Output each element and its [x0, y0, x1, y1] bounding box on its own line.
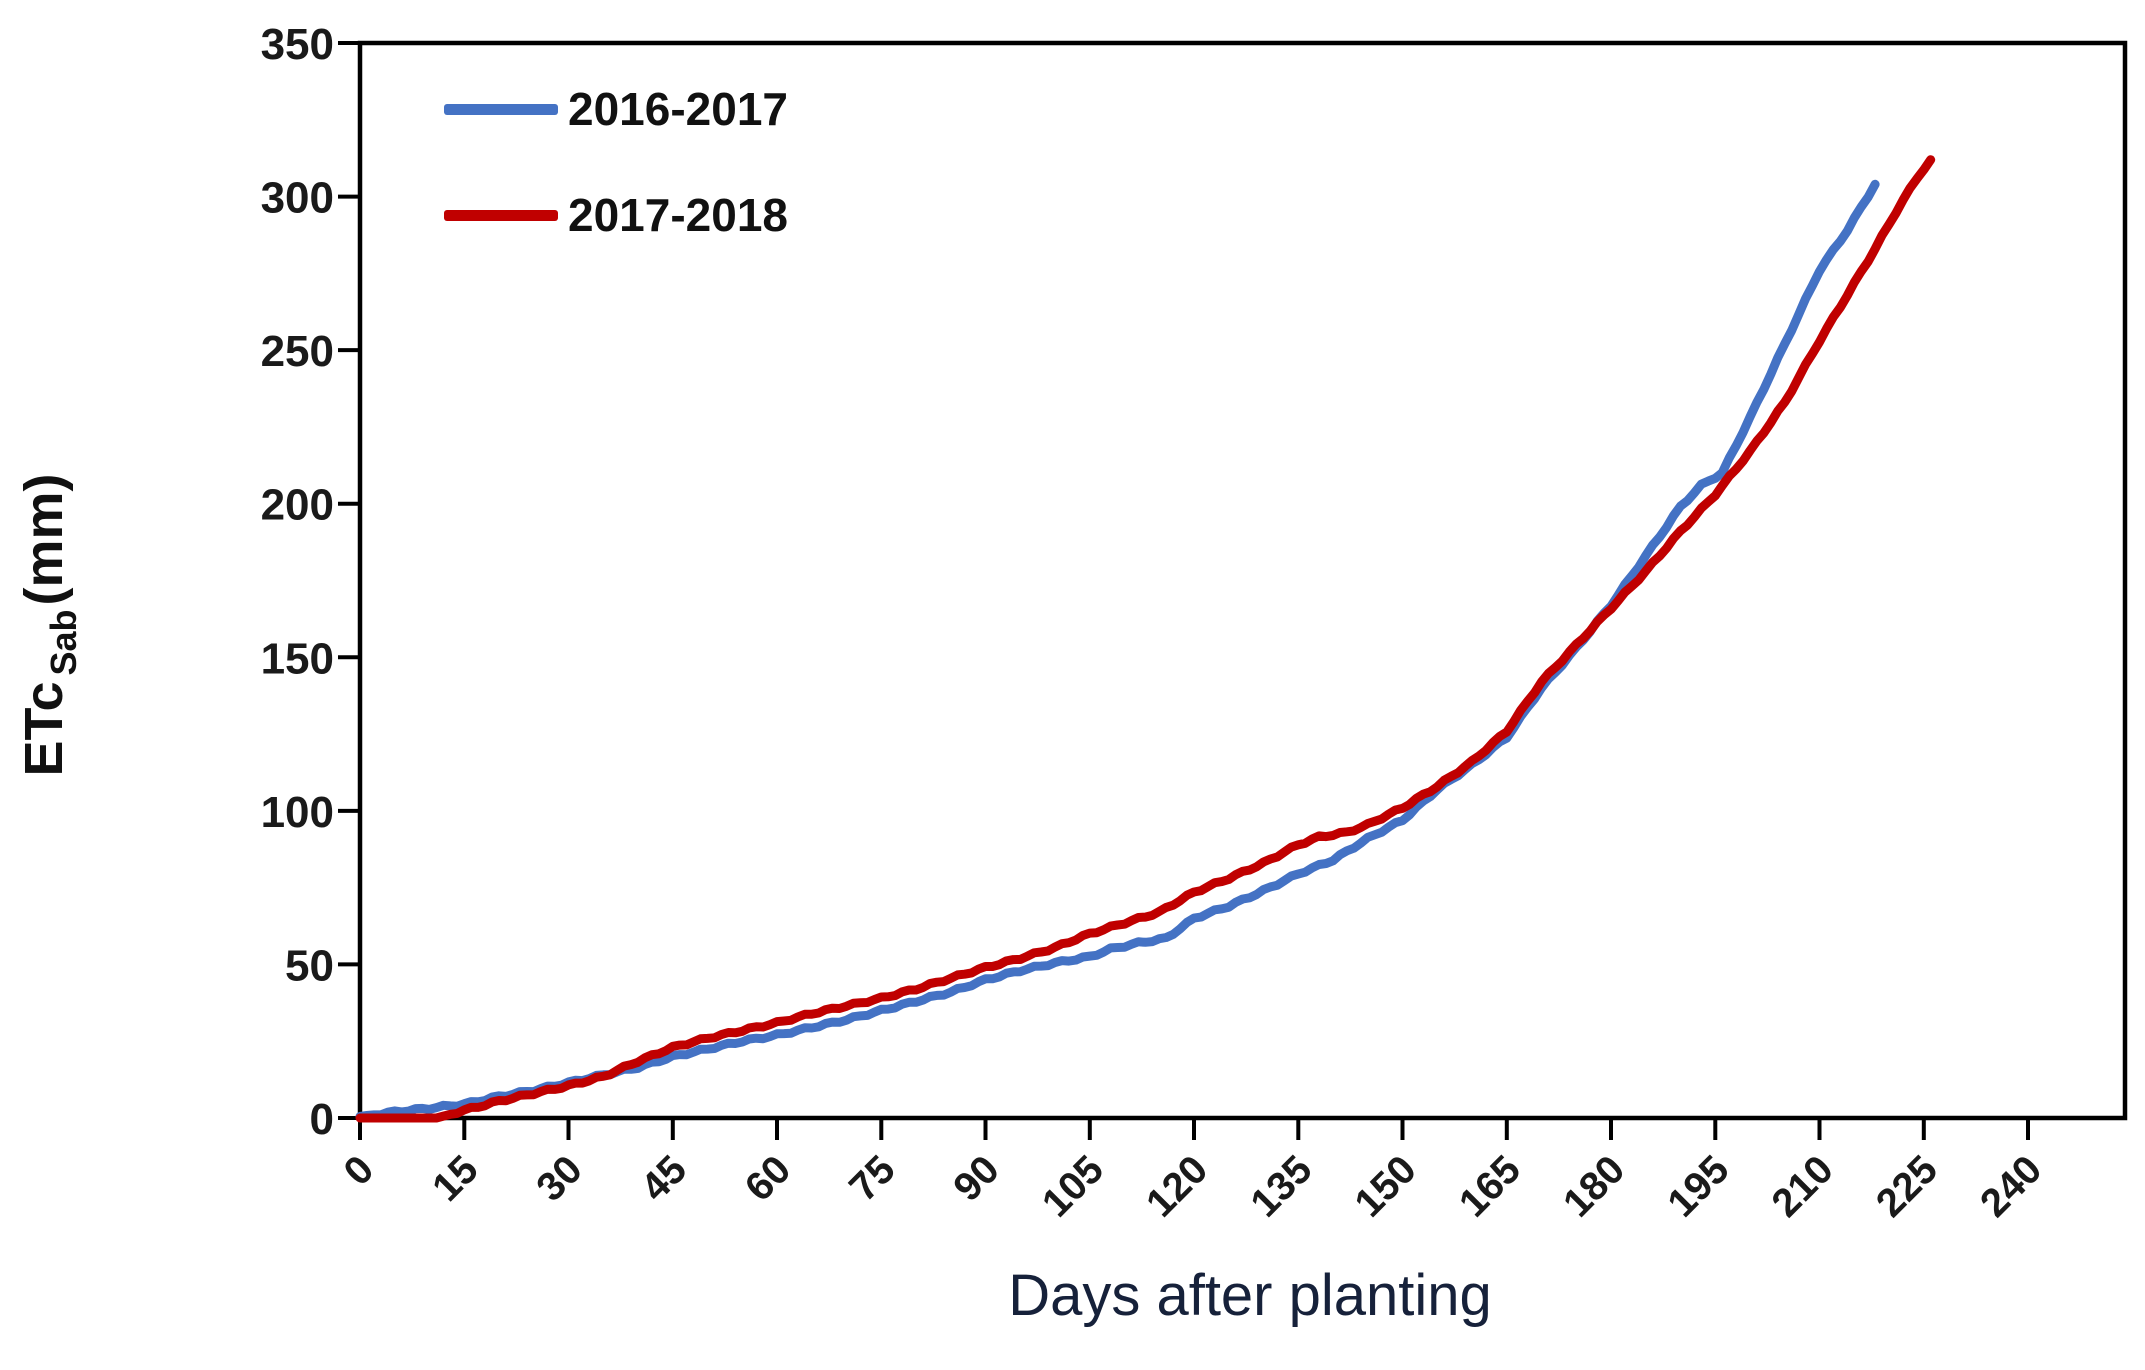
y-axis-title-unit: (mm) [14, 473, 74, 606]
y-tick-label: 100 [261, 788, 334, 837]
x-tick-label: 240 [1972, 1147, 2050, 1225]
y-axis-title-main: ETc [14, 681, 74, 777]
x-tick-label: 120 [1138, 1147, 1216, 1225]
x-tick-label: 15 [424, 1147, 487, 1210]
y-axis-title-subscript: Sab [43, 609, 84, 676]
x-tick-label: 105 [1034, 1147, 1112, 1225]
legend-label: 2017-2018 [568, 189, 788, 241]
legend-item-2017-2018: 2017-2018 [444, 182, 788, 248]
legend-label: 2016-2017 [568, 83, 788, 135]
y-tick-label: 300 [261, 174, 334, 223]
x-tick-label: 30 [528, 1147, 591, 1210]
x-tick-label: 180 [1555, 1147, 1633, 1225]
y-tick-label: 150 [261, 634, 334, 683]
x-tick-label: 165 [1451, 1147, 1529, 1225]
legend-item-2016-2017: 2016-2017 [444, 76, 788, 142]
plot-border [357, 40, 2128, 1121]
x-tick-label: 210 [1764, 1147, 1842, 1225]
x-tick-label: 135 [1242, 1147, 1320, 1225]
x-tick-label: 225 [1868, 1147, 1946, 1225]
legend-swatch-blue [444, 103, 558, 115]
y-axis-title: ETc Sab(mm) [13, 345, 84, 905]
x-axis-title: Days after planting [1008, 1263, 1492, 1328]
x-tick-label: 150 [1347, 1147, 1425, 1225]
x-tick-label: 195 [1659, 1147, 1737, 1225]
y-tick-label: 0 [310, 1095, 334, 1144]
legend: 2016-2017 2017-2018 [444, 76, 788, 288]
x-tick-label: 0 [336, 1147, 383, 1194]
axis-ticks [338, 41, 2030, 1140]
x-tick-label: 45 [633, 1147, 696, 1210]
series-line-2017-2018 [355, 155, 1936, 1123]
series-lines [355, 155, 1936, 1123]
y-tick-label: 350 [261, 20, 334, 69]
series-line-2016-2017 [355, 179, 1880, 1121]
x-tick-label: 75 [841, 1147, 904, 1210]
y-tick-label: 200 [261, 481, 334, 530]
y-tick-label: 250 [261, 327, 334, 376]
x-tick-label: 90 [945, 1147, 1008, 1210]
x-tick-label: 60 [737, 1147, 800, 1210]
legend-swatch-red [444, 209, 558, 221]
y-tick-label: 50 [285, 941, 334, 990]
